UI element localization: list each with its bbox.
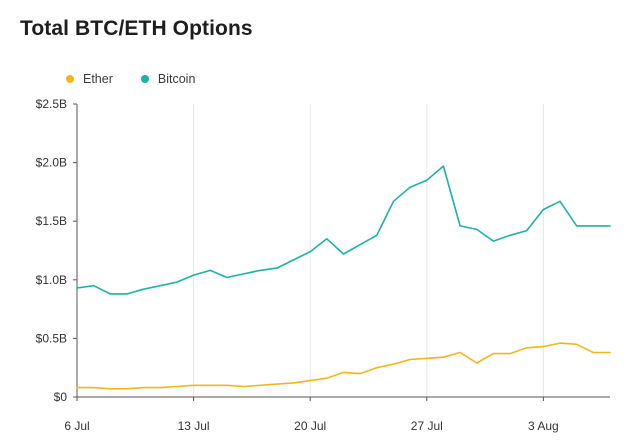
x-tick-label: 3 Aug	[528, 419, 559, 433]
chart-title: Total BTC/ETH Options	[20, 17, 253, 40]
x-tick-label: 6 Jul	[64, 419, 89, 433]
legend-label-bitcoin: Bitcoin	[157, 72, 196, 86]
x-tick-label: 27 Jul	[411, 419, 443, 433]
x-tick-label: 13 Jul	[178, 419, 210, 433]
y-tick-label: $1.5B	[36, 214, 67, 228]
y-tick-label: $2.5B	[36, 97, 67, 111]
y-tick-label: $2.0B	[36, 156, 67, 170]
series-line-ether	[76, 342, 611, 390]
legend-marker-ether	[66, 75, 74, 83]
legend-label-ether: Ether	[83, 72, 113, 86]
legend-item-bitcoin[interactable]: Bitcoin	[140, 72, 196, 86]
y-tick-label: $0.5B	[36, 331, 67, 345]
legend-marker-bitcoin	[140, 75, 149, 83]
series-line-bitcoin	[76, 165, 611, 295]
legend: Ether Bitcoin	[66, 72, 223, 86]
y-tick-label: $0	[54, 390, 68, 404]
x-tick-label: 20 Jul	[294, 419, 326, 433]
y-tick-label: $1.0B	[36, 273, 67, 287]
legend-item-ether[interactable]: Ether	[66, 72, 113, 86]
